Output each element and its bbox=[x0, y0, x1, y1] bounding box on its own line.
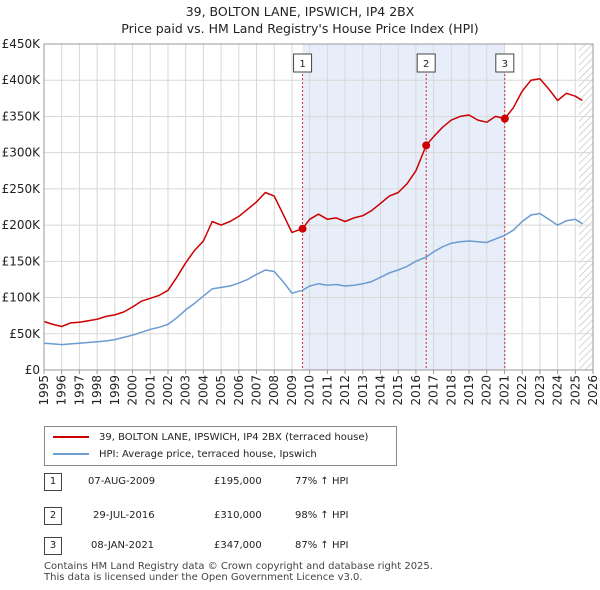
sale-row: 1 07-AUG-2009 £195,000 77% ↑ HPI bbox=[44, 472, 404, 492]
sale-hpi-change: 87% ↑ HPI bbox=[295, 540, 349, 551]
sale-date: 08-JAN-2021 bbox=[91, 540, 155, 551]
y-tick-label: £0 bbox=[25, 363, 40, 377]
x-tick-label: 1997 bbox=[72, 375, 86, 406]
sale-hpi-change: 98% ↑ HPI bbox=[295, 510, 349, 521]
x-tick-label: 2014 bbox=[373, 375, 387, 406]
x-tick-label: 1999 bbox=[108, 375, 122, 406]
legend-label-hpi: HPI: Average price, terraced house, Ipsw… bbox=[99, 448, 317, 460]
x-tick-label: 2000 bbox=[126, 375, 140, 406]
sale-row: 3 08-JAN-2021 £347,000 87% ↑ HPI bbox=[44, 536, 404, 556]
x-tick-label: 2023 bbox=[533, 375, 547, 406]
x-tick-label: 2021 bbox=[497, 375, 511, 406]
footer-copyright: Contains HM Land Registry data © Crown c… bbox=[44, 561, 433, 572]
x-tick-label: 1996 bbox=[55, 375, 69, 406]
x-tick-label: 2008 bbox=[267, 375, 281, 406]
footer-licence: This data is licensed under the Open Gov… bbox=[44, 572, 363, 583]
y-tick-label: £50K bbox=[9, 327, 41, 341]
legend-label-property: 39, BOLTON LANE, IPSWICH, IP4 2BX (terra… bbox=[99, 431, 369, 443]
y-tick-label: £100K bbox=[2, 291, 42, 305]
x-tick-label: 2016 bbox=[409, 375, 423, 406]
x-tick-label: 2009 bbox=[285, 375, 299, 406]
sale-badge: 2 bbox=[44, 507, 62, 525]
sale-number-label: 2 bbox=[423, 59, 429, 70]
sale-badge: 3 bbox=[44, 537, 62, 555]
chart-title-address: 39, BOLTON LANE, IPSWICH, IP4 2BX bbox=[185, 4, 415, 19]
y-tick-label: £400K bbox=[2, 73, 42, 87]
x-tick-label: 2006 bbox=[232, 375, 246, 406]
sale-price: £347,000 bbox=[214, 540, 262, 551]
x-tick-label: 2012 bbox=[338, 375, 352, 406]
x-tick-label: 1995 bbox=[37, 375, 51, 406]
x-tick-label: 2025 bbox=[568, 375, 582, 406]
sale-price: £195,000 bbox=[214, 476, 262, 487]
y-tick-label: £450K bbox=[2, 37, 42, 51]
sale-number-label: 1 bbox=[299, 59, 305, 70]
footer-attribution: Contains HM Land Registry data © Crown c… bbox=[44, 561, 433, 583]
x-tick-label: 2007 bbox=[250, 375, 264, 406]
y-tick-label: £150K bbox=[2, 254, 42, 268]
sale-badge: 1 bbox=[44, 473, 62, 491]
y-tick-label: £250K bbox=[2, 182, 42, 196]
property-line-swatch bbox=[53, 436, 89, 438]
sale-number-box bbox=[416, 53, 436, 73]
sale-point bbox=[500, 114, 509, 123]
sale-number-label: 3 bbox=[502, 59, 508, 70]
x-tick-label: 2010 bbox=[303, 375, 317, 406]
x-tick-label: 2002 bbox=[161, 375, 175, 406]
plot-frame bbox=[43, 43, 594, 371]
x-tick-label: 2005 bbox=[214, 375, 228, 406]
sale-point bbox=[422, 141, 431, 150]
sale-row: 2 29-JUL-2016 £310,000 98% ↑ HPI bbox=[44, 506, 404, 526]
y-tick-label: £200K bbox=[2, 218, 42, 232]
x-tick-label: 2026 bbox=[586, 375, 600, 406]
legend: 39, BOLTON LANE, IPSWICH, IP4 2BX (terra… bbox=[44, 426, 397, 466]
hatched-region bbox=[578, 44, 593, 370]
y-tick-label: £350K bbox=[2, 109, 42, 123]
chart-title-subtitle: Price paid vs. HM Land Registry's House … bbox=[121, 21, 479, 36]
x-tick-label: 2004 bbox=[196, 375, 210, 406]
x-tick-label: 2017 bbox=[427, 375, 441, 406]
x-tick-label: 2019 bbox=[462, 375, 476, 406]
x-tick-label: 1998 bbox=[90, 375, 104, 406]
x-tick-label: 2022 bbox=[515, 375, 529, 406]
sale-price: £310,000 bbox=[214, 510, 262, 521]
sale-date: 07-AUG-2009 bbox=[88, 476, 156, 487]
sale-hpi-change: 77% ↑ HPI bbox=[295, 476, 349, 487]
x-tick-label: 2011 bbox=[320, 375, 334, 406]
sale-date: 29-JUL-2016 bbox=[93, 510, 155, 521]
hpi-line bbox=[43, 212, 583, 346]
sale-number-box bbox=[293, 53, 313, 73]
sale-point bbox=[298, 224, 307, 233]
x-tick-label: 2001 bbox=[143, 375, 157, 406]
ownership-shaded-region bbox=[302, 44, 505, 370]
x-tick-label: 2024 bbox=[551, 375, 565, 406]
y-tick-label: £300K bbox=[2, 146, 42, 160]
x-tick-label: 2020 bbox=[480, 375, 494, 406]
x-tick-label: 2015 bbox=[391, 375, 405, 406]
sale-number-box bbox=[495, 53, 515, 73]
property-price-line bbox=[43, 78, 583, 328]
legend-item-hpi: HPI: Average price, terraced house, Ipsw… bbox=[53, 446, 317, 462]
x-tick-label: 2018 bbox=[444, 375, 458, 406]
price-chart: 1 2 3 £0 £50K £100K £150K £200K £250K £300K £350K £… bbox=[2, 37, 600, 406]
x-tick-label: 2003 bbox=[179, 375, 193, 406]
hpi-line-swatch bbox=[53, 453, 89, 455]
legend-item-property: 39, BOLTON LANE, IPSWICH, IP4 2BX (terra… bbox=[53, 429, 368, 445]
x-tick-label: 2013 bbox=[356, 375, 370, 406]
